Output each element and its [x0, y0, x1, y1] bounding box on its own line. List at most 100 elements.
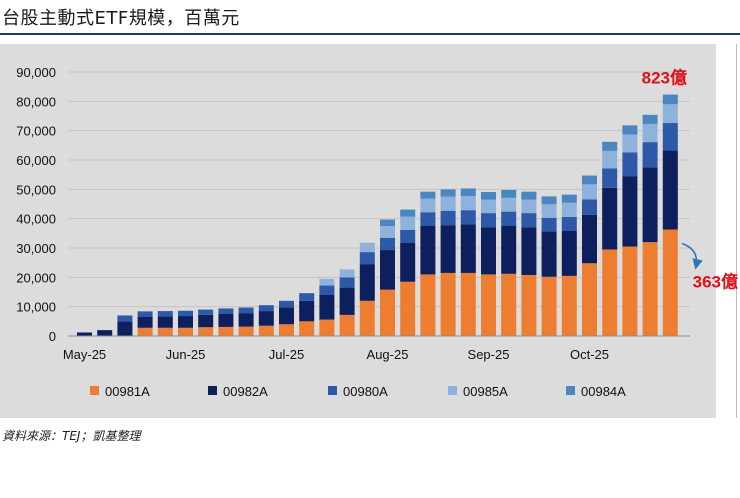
bar-segment-00985A	[622, 134, 638, 153]
bar-segment-00981A	[460, 272, 476, 336]
bar-stack	[501, 189, 517, 336]
bar-segment-00982A	[440, 225, 456, 273]
bar-segment-00982A	[481, 227, 496, 275]
chart-title: 台股主動式ETF規模，百萬元	[2, 8, 240, 29]
bar-stack	[117, 315, 133, 336]
bar-stack	[157, 311, 173, 336]
bar-segment-00985A	[642, 123, 658, 143]
bar-segment-00981A	[279, 324, 294, 336]
bar-segment-00982A	[359, 264, 375, 301]
annotations: 823億 363億	[642, 68, 738, 292]
bar-segment-00984A	[380, 219, 395, 226]
bar-segment-00985A	[319, 278, 335, 286]
annotation-arrow	[681, 242, 703, 270]
bar-stack	[440, 189, 456, 336]
bar-stack	[481, 191, 496, 336]
bar-segment-00982A	[642, 167, 658, 243]
y-tick-label: 70,000	[16, 124, 56, 139]
bar-stack	[662, 94, 678, 336]
bar-segment-00980A	[238, 307, 254, 314]
bar-segment-00985A	[481, 199, 496, 214]
bar-segment-00984A	[582, 175, 597, 185]
legend-label: 00981A	[105, 384, 150, 399]
legend-label: 00985A	[463, 384, 508, 399]
annotation-total: 823億	[642, 68, 687, 88]
bar-segment-00980A	[380, 237, 395, 251]
bar-segment-00981A	[258, 325, 274, 336]
bar-segment-00984A	[440, 189, 456, 197]
bar-stack	[319, 278, 335, 336]
bar-segment-00982A	[521, 227, 537, 275]
bar-stacks	[77, 94, 678, 336]
bar-segment-00984A	[602, 141, 618, 151]
bar-segment-00985A	[460, 196, 476, 211]
bar-segment-00980A	[178, 310, 193, 317]
bar-segment-00981A	[541, 276, 557, 336]
bar-segment-00982A	[541, 231, 557, 277]
bar-segment-00982A	[258, 311, 274, 326]
bar-stack	[582, 175, 597, 336]
legend-label: 00982A	[223, 384, 268, 399]
bar-segment-00981A	[299, 321, 315, 336]
bar-segment-00981A	[501, 273, 517, 336]
y-tick-label: 40,000	[16, 212, 56, 227]
bar-stack	[279, 300, 294, 336]
bar-segment-00982A	[299, 300, 315, 322]
bar-segment-00980A	[420, 212, 436, 226]
bar-segment-00981A	[380, 289, 395, 336]
legend-item-00981A: 00981A	[90, 384, 150, 399]
bar-segment-00985A	[420, 198, 436, 213]
bar-stack	[137, 311, 153, 336]
y-tick-label: 20,000	[16, 270, 56, 285]
legend-item-00982A: 00982A	[208, 384, 268, 399]
bar-segment-00981A	[521, 274, 537, 336]
bar-stack	[77, 332, 92, 336]
bar-segment-00980A	[561, 216, 577, 231]
bar-segment-00984A	[400, 209, 416, 217]
bar-segment-00981A	[218, 326, 234, 336]
bar-segment-00984A	[642, 114, 658, 124]
bar-stack	[460, 188, 476, 336]
x-tick-label: Jul-25	[269, 347, 304, 362]
bar-segment-00980A	[501, 211, 517, 226]
bar-segment-00980A	[359, 252, 375, 265]
bar-segment-00980A	[582, 199, 597, 215]
legend-item-00985A: 00985A	[448, 384, 508, 399]
bar-stack	[258, 305, 274, 336]
bar-segment-00982A	[77, 332, 92, 336]
bar-stack	[561, 194, 577, 336]
bar-segment-00980A	[258, 305, 274, 312]
bar-segment-00980A	[662, 123, 678, 151]
bar-segment-00982A	[400, 243, 416, 282]
bar-segment-00981A	[400, 281, 416, 336]
bar-segment-00982A	[420, 226, 436, 275]
bar-segment-00981A	[359, 300, 375, 336]
x-tick-label: Oct-25	[570, 347, 609, 362]
legend-swatch	[328, 386, 337, 395]
bar-segment-00981A	[440, 272, 456, 336]
y-tick-label: 30,000	[16, 241, 56, 256]
bar-segment-00984A	[420, 191, 436, 199]
bar-segment-00982A	[602, 187, 618, 250]
bar-segment-00982A	[97, 330, 113, 336]
bar-segment-00981A	[198, 327, 214, 336]
bar-segment-00985A	[380, 226, 395, 238]
bar-stack	[97, 330, 113, 336]
bar-segment-00981A	[561, 275, 577, 336]
legend-label: 00980A	[343, 384, 388, 399]
bar-segment-00984A	[501, 189, 517, 198]
bar-segment-00980A	[541, 217, 557, 232]
bar-segment-00981A	[137, 327, 153, 336]
bar-stack	[602, 141, 618, 336]
legend-item-00980A: 00980A	[328, 384, 388, 399]
bar-segment-00984A	[561, 194, 577, 203]
bar-segment-00980A	[117, 315, 133, 322]
bar-segment-00982A	[582, 214, 597, 264]
bar-segment-00982A	[198, 314, 214, 328]
bar-segment-00980A	[440, 210, 456, 226]
y-tick-label: 90,000	[16, 65, 56, 80]
source-note: 資料來源：TEJ；凱基整理	[2, 429, 141, 443]
bar-segment-00980A	[460, 210, 476, 225]
bar-segment-00981A	[642, 242, 658, 336]
bar-stack	[541, 196, 557, 336]
